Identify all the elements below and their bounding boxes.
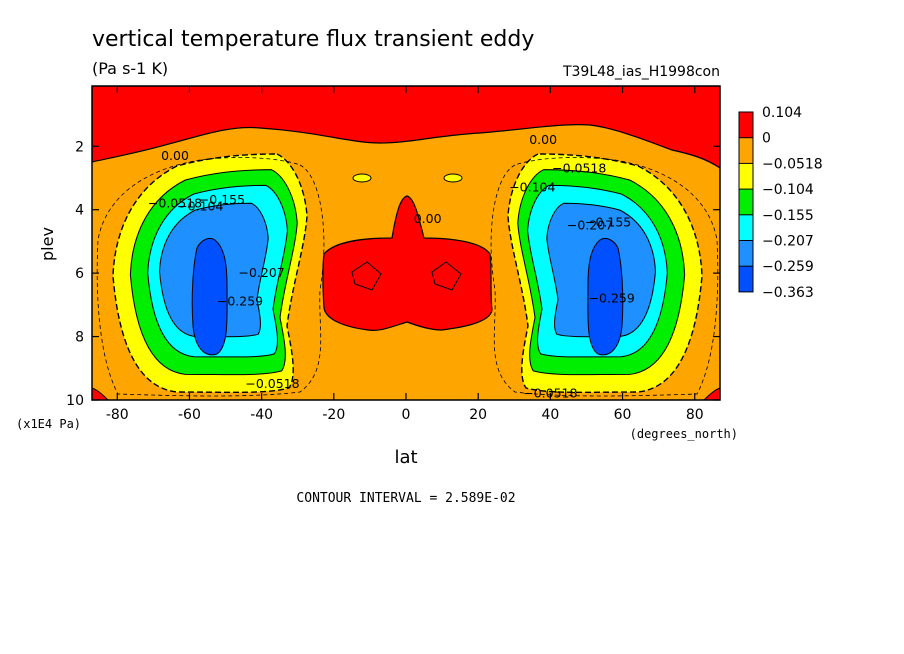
- run-label: T39L48_ias_H1998con: [562, 64, 720, 80]
- contour-interval-text: CONTOUR INTERVAL = 2.589E-02: [296, 491, 515, 506]
- colorbar-label: −0.104: [762, 182, 814, 198]
- contour-label: −0.259: [589, 291, 635, 306]
- contour-label: 0.00: [161, 148, 189, 163]
- y-axis-ticks: 2 4 6 8 10: [66, 139, 720, 409]
- colorbar-frame: [738, 111, 754, 293]
- contour-label: −0.155: [199, 192, 245, 207]
- colorbar-label: −0.155: [762, 208, 814, 224]
- contour-label: −0.259: [217, 294, 263, 309]
- colorbar-swatch: [739, 214, 753, 241]
- colorbar-swatch: [739, 137, 753, 164]
- y-tick-label: 10: [66, 393, 84, 409]
- colorbar-swatch: [739, 163, 753, 190]
- colorbar-label: 0: [762, 131, 771, 147]
- contour-small-left: [352, 173, 372, 183]
- fill-top-band: [92, 86, 720, 169]
- colorbar-label: −0.207: [762, 234, 814, 250]
- colorbar-label: −0.259: [762, 259, 814, 275]
- contour-label: −0.0518: [245, 376, 299, 391]
- y-tick-label: 2: [75, 139, 84, 155]
- contour-label: 0.00: [414, 211, 442, 226]
- y-axis-units: (x1E4 Pa): [16, 417, 81, 431]
- x-tick-label: -40: [250, 407, 273, 423]
- y-axis-label: plev: [38, 227, 57, 261]
- contour-label: −0.104: [509, 179, 555, 194]
- colorbar-label: 0.104: [762, 105, 802, 121]
- contour-dashed-north: [490, 157, 719, 397]
- x-tick-label: -60: [178, 407, 201, 423]
- contour-labels: 0.000.000.00−0.0518−0.104−0.155−0.259−0.…: [148, 132, 635, 401]
- chart-title: vertical temperature flux transient eddy: [92, 27, 534, 52]
- colorbar-label: −0.363: [762, 285, 814, 301]
- contour-dashed-south: [96, 157, 325, 397]
- x-tick-label: 40: [541, 407, 559, 423]
- lobe-south: [112, 153, 308, 394]
- y-tick-label: 6: [75, 266, 84, 282]
- contour-label: 0.00: [529, 132, 557, 147]
- x-tick-label: 80: [686, 407, 704, 423]
- colorbar-swatch: [739, 112, 753, 138]
- lobe-north: [507, 153, 703, 394]
- x-axis-label: lat: [394, 447, 417, 468]
- colorbar: 0.104 0 −0.0518 −0.104 −0.155 −0.207 −0.259 −0.…: [738, 105, 823, 301]
- contour-label: −0.207: [567, 218, 613, 233]
- x-axis-ticks: -80 -60 -40 -20 0 20 40 60 80: [106, 86, 704, 423]
- contour-label: −0.104: [177, 199, 223, 214]
- fill-center-blob: [322, 195, 493, 331]
- contour-field: [92, 86, 720, 400]
- colorbar-label: −0.0518: [762, 156, 823, 172]
- fill-corner-right: [703, 387, 720, 400]
- x-tick-label: -80: [106, 407, 129, 423]
- contour-label: −0.155: [585, 214, 631, 229]
- contour-small-right: [443, 173, 463, 183]
- contour-center-left: [351, 261, 382, 291]
- x-tick-label: 60: [614, 407, 632, 423]
- x-tick-label: -20: [322, 407, 345, 423]
- contour-label: −0.0518: [552, 160, 606, 175]
- fill-corner-left: [92, 387, 109, 400]
- contour-label: −0.0518: [148, 195, 202, 210]
- chart-units: (Pa s-1 K): [92, 59, 168, 78]
- colorbar-swatch: [739, 189, 753, 215]
- x-tick-label: 20: [469, 407, 487, 423]
- y-tick-label: 4: [75, 203, 84, 219]
- colorbar-swatch: [739, 266, 753, 292]
- contour-center-right: [431, 261, 462, 291]
- x-axis-units: (degrees_north): [630, 427, 738, 441]
- contour-label: −0.207: [238, 265, 284, 280]
- x-tick-label: 0: [402, 407, 411, 423]
- colorbar-swatch: [739, 240, 753, 267]
- y-tick-label: 8: [75, 330, 84, 346]
